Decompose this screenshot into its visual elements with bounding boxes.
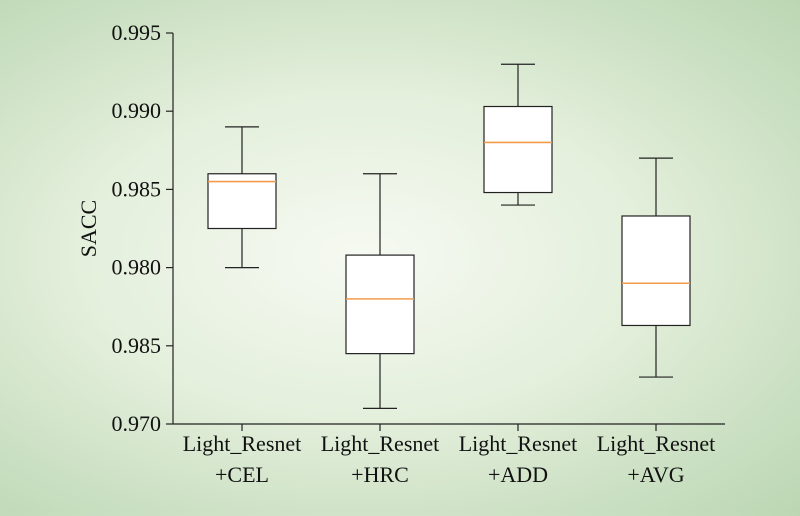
box [345,254,415,355]
y-tick-label: 0.985 [112,176,162,201]
y-tick-label: 0.985 [112,333,162,358]
x-tick-label: Light_Resnet [597,431,716,456]
x-tick-label: +HRC [351,462,409,487]
box [621,215,691,327]
x-tick-label: Light_Resnet [459,431,578,456]
y-tick-label: 0.980 [112,255,162,280]
box [483,105,553,194]
y-axis-label: SACC [76,200,101,257]
x-tick-label: Light_Resnet [183,431,302,456]
x-tick-label: +CEL [215,462,269,487]
x-tick-label: Light_Resnet [321,431,440,456]
x-tick-label: +AVG [627,462,684,487]
y-tick-label: 0.970 [112,411,162,436]
y-tick-label: 0.990 [112,98,162,123]
y-tick-label: 0.995 [112,20,162,45]
x-tick-label: +ADD [488,462,548,487]
box [207,173,277,230]
